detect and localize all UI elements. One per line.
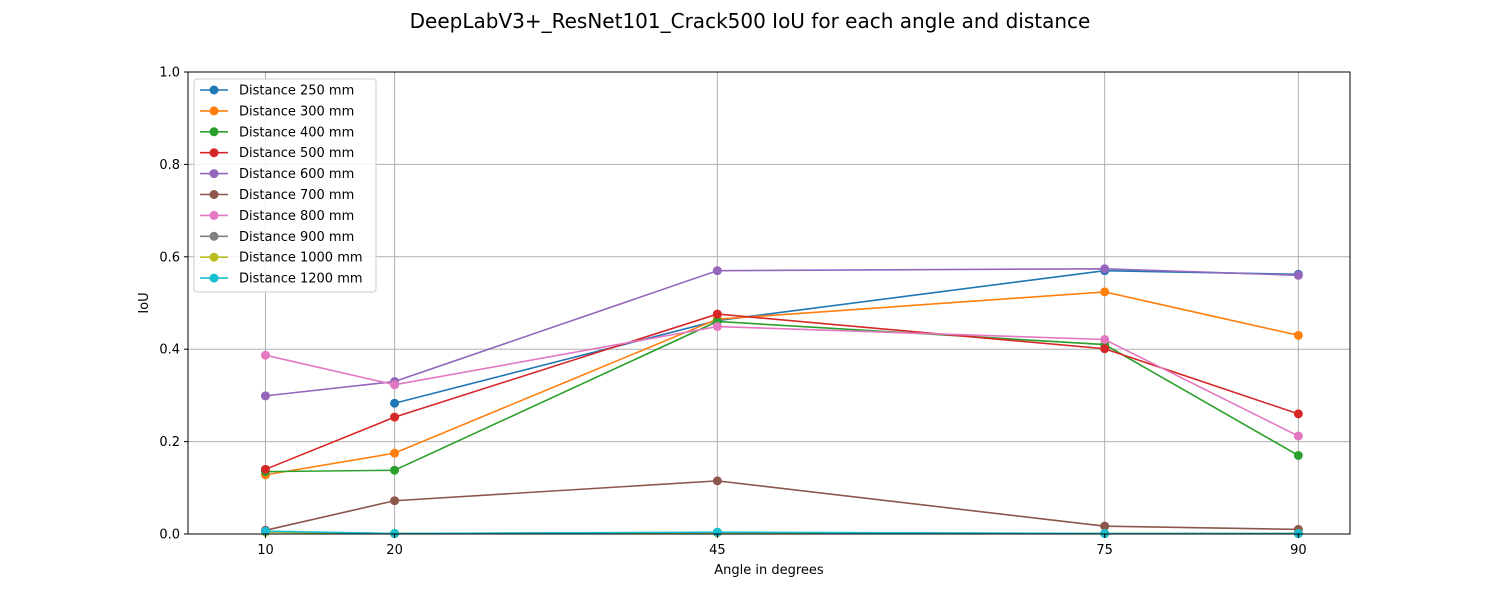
x-axis-label: Angle in degrees [714, 563, 824, 578]
data-point [1293, 431, 1303, 441]
legend-label: Distance 900 mm [239, 230, 354, 245]
y-tick-label: 0.0 [159, 528, 180, 543]
data-point [260, 391, 270, 401]
legend-marker [209, 169, 219, 179]
series-7 [260, 322, 1303, 441]
data-point [712, 322, 722, 332]
legend-marker [209, 106, 219, 116]
legend-label: Distance 700 mm [239, 188, 354, 203]
y-tick-label: 0.4 [159, 343, 180, 358]
legend-label: Distance 250 mm [239, 84, 354, 99]
data-point [1100, 287, 1110, 297]
data-point [260, 464, 270, 474]
y-axis-label: IoU [137, 292, 152, 313]
legend-label: Distance 400 mm [239, 125, 354, 140]
data-point [712, 266, 722, 276]
legend-item: Distance 250 mm [200, 84, 354, 99]
series-line [265, 325, 1299, 437]
series-line [265, 268, 1299, 397]
legend-item: Distance 300 mm [200, 104, 354, 119]
y-tick-label: 1.0 [159, 66, 180, 81]
data-point [390, 496, 400, 506]
legend-marker [209, 252, 219, 262]
legend-marker [209, 210, 219, 220]
legend-marker [209, 273, 219, 283]
data-point [1100, 334, 1110, 344]
legend-label: Distance 1200 mm [239, 272, 363, 287]
data-point [1293, 330, 1303, 340]
legend-label: Distance 1000 mm [239, 251, 363, 266]
data-point [1100, 344, 1110, 354]
legend-item: Distance 600 mm [200, 167, 354, 182]
y-axis: 0.0 0.2 0.4 0.6 0.8 1.0 [159, 66, 188, 543]
legend-item: Distance 700 mm [200, 188, 354, 203]
legend-box [193, 78, 377, 293]
chart-title: DeepLabV3+_ResNet101_Crack500 IoU for ea… [410, 9, 1091, 33]
legend-marker [209, 127, 219, 137]
y-tick-label: 0.6 [159, 250, 180, 265]
legend-label: Distance 500 mm [239, 146, 354, 161]
legend-marker [209, 190, 219, 199]
data-point [390, 412, 400, 422]
legend-item: Distance 800 mm [200, 209, 354, 224]
data-point [1293, 409, 1303, 419]
series-1 [390, 266, 1303, 408]
legend-marker [209, 85, 219, 95]
data-point [260, 350, 270, 360]
data-point [390, 398, 400, 408]
plot-frame [187, 71, 1351, 535]
data-point [1293, 450, 1303, 460]
legend-item: Distance 1200 mm [200, 272, 363, 287]
y-tick-label: 0.2 [159, 435, 180, 450]
legend-marker [209, 231, 219, 241]
legend-label: Distance 800 mm [239, 209, 354, 224]
x-tick-label: 10 [257, 543, 274, 558]
x-tick-label: 90 [1290, 543, 1307, 558]
series-2 [260, 287, 1303, 480]
x-tick-label: 75 [1096, 543, 1113, 558]
series-6 [260, 476, 1303, 535]
series-3 [260, 316, 1303, 477]
legend-item: Distance 500 mm [200, 146, 354, 161]
data-point [1293, 270, 1303, 280]
legend-marker [209, 148, 219, 158]
x-tick-label: 20 [386, 543, 403, 558]
data-point [1100, 521, 1110, 531]
data-point [712, 309, 722, 319]
legend-item: Distance 1000 mm [200, 251, 363, 266]
x-tick-label: 45 [709, 543, 726, 558]
data-point [390, 380, 400, 390]
data-point [712, 476, 722, 486]
data-point [260, 526, 270, 536]
series-line [394, 269, 1299, 405]
y-tick-label: 0.8 [159, 158, 180, 173]
legend-item: Distance 400 mm [200, 125, 354, 140]
data-point [1100, 264, 1110, 274]
data-point [390, 465, 400, 475]
x-axis: 10 20 45 75 90 [257, 534, 1307, 558]
legend-label: Distance 300 mm [239, 104, 354, 119]
series-line [265, 480, 1299, 532]
data-point [390, 448, 400, 458]
series-10 [260, 526, 1303, 539]
legend-item: Distance 900 mm [200, 230, 354, 245]
series-layer [260, 264, 1303, 539]
legend: Distance 250 mm Distance 300 mm Distance 4… [193, 78, 377, 293]
series-line [265, 313, 1299, 471]
series-4 [260, 309, 1303, 474]
legend-label: Distance 600 mm [239, 167, 354, 182]
